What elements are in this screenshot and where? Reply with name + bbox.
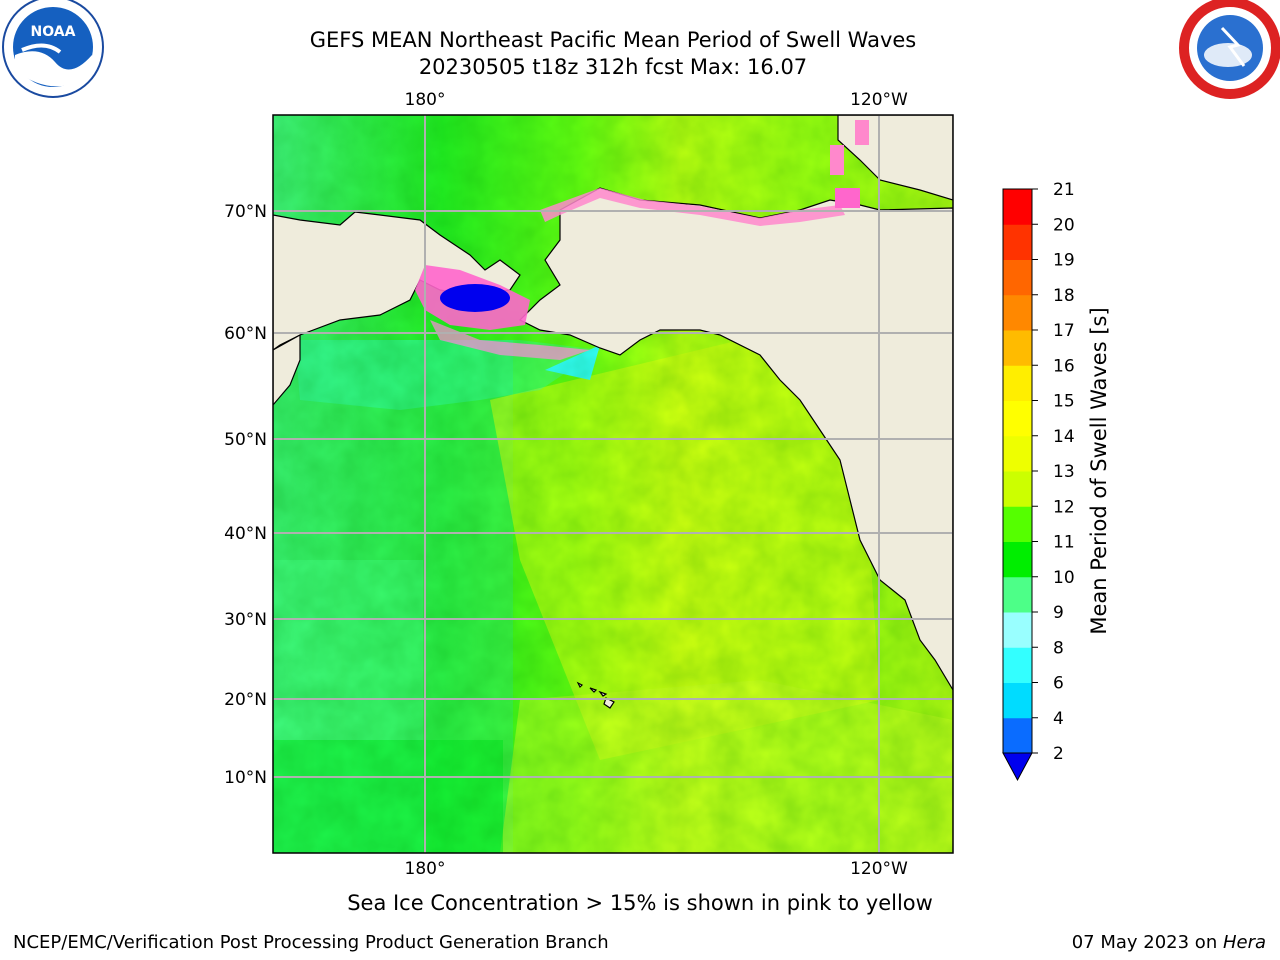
colorbar-tick-label: 8: [1053, 638, 1064, 658]
colorbar-swatch: [1003, 717, 1032, 754]
footer-credit: NCEP/EMC/Verification Post Processing Pr…: [13, 932, 609, 953]
colorbar-underflow-arrow: [1002, 752, 1033, 782]
footer-host: Hera: [1222, 932, 1266, 953]
colorbar: 2 4 6 8 9 10 11 12 13 14 15 16 17 18 19 20 21: [1002, 180, 1075, 782]
colorbar-tick-label: 19: [1053, 251, 1075, 271]
lat-label: 50°N: [224, 430, 267, 450]
lat-label: 30°N: [224, 610, 267, 630]
lat-label: 20°N: [224, 690, 267, 710]
colorbar-tick-label: 10: [1053, 568, 1075, 588]
colorbar-tick-label: 18: [1053, 286, 1075, 306]
lat-label: 10°N: [224, 768, 267, 788]
colorbar-tick-label: 20: [1053, 215, 1075, 235]
colorbar-swatch: [1003, 330, 1032, 366]
colorbar-swatch: [1003, 612, 1032, 648]
colorbar-tick-label: 16: [1053, 356, 1075, 376]
colorbar-tick-label: 12: [1053, 497, 1075, 517]
colorbar-label: Mean Period of Swell Waves [s]: [1087, 307, 1111, 634]
graticule: [273, 115, 953, 853]
colorbar-tick-label: 13: [1053, 462, 1075, 482]
colorbar-swatch: [1003, 294, 1032, 331]
map-frame: [272, 114, 954, 854]
lon-label-top: 180°: [405, 90, 446, 110]
colorbar-swatch: [1003, 471, 1032, 507]
colorbar-swatch: [1003, 259, 1032, 296]
noaa-logo: NOAA: [2, 0, 104, 98]
colorbar-tick-label: 6: [1053, 674, 1064, 694]
colorbar-tick-label: 14: [1053, 427, 1075, 447]
lon-label-bottom: 180°: [405, 859, 446, 879]
chart-title: GEFS MEAN Northeast Pacific Mean Period …: [309, 28, 917, 52]
map-area: [273, 115, 953, 853]
svg-text:NOAA: NOAA: [31, 24, 76, 40]
colorbar-swatch: [1003, 506, 1032, 542]
colorbar-tick-label: 17: [1053, 321, 1075, 341]
colorbar-swatch: [1003, 435, 1032, 472]
colorbar-tick-label: 15: [1053, 392, 1075, 412]
ice-caption: Sea Ice Concentration > 15% is shown in …: [347, 891, 933, 915]
colorbar-tick-label: 11: [1053, 533, 1075, 553]
colorbar-swatch: [1003, 682, 1032, 719]
lon-label-bottom: 120°W: [850, 859, 908, 879]
colorbar-swatch: [1003, 189, 1032, 225]
lat-label: 60°N: [224, 324, 267, 344]
lat-label: 40°N: [224, 524, 267, 544]
colorbar-tick-label: 4: [1053, 709, 1064, 729]
chart-subtitle: 20230505 t18z 312h fcst Max: 16.07: [418, 55, 808, 79]
colorbar-tick-label: 2: [1053, 744, 1064, 764]
colorbar-swatch: [1003, 647, 1032, 683]
colorbar-swatch: [1003, 365, 1032, 401]
colorbar-tick-label: 9: [1053, 603, 1064, 623]
colorbar-swatch: [1003, 541, 1032, 578]
colorbar-swatch: [1003, 224, 1032, 260]
colorbar-swatch: [1003, 576, 1032, 613]
colorbar-tick-label: 21: [1053, 180, 1075, 200]
sea-ice: [415, 120, 869, 360]
footer-date-text: 07 May 2023 on: [1071, 932, 1223, 953]
colorbar-swatch: [1003, 400, 1032, 437]
footer-date: 07 May 2023 on Hera: [1072, 932, 1266, 953]
lat-label: 70°N: [224, 202, 267, 222]
lon-label-top: 120°W: [850, 90, 908, 110]
nws-logo: [1179, 0, 1280, 99]
